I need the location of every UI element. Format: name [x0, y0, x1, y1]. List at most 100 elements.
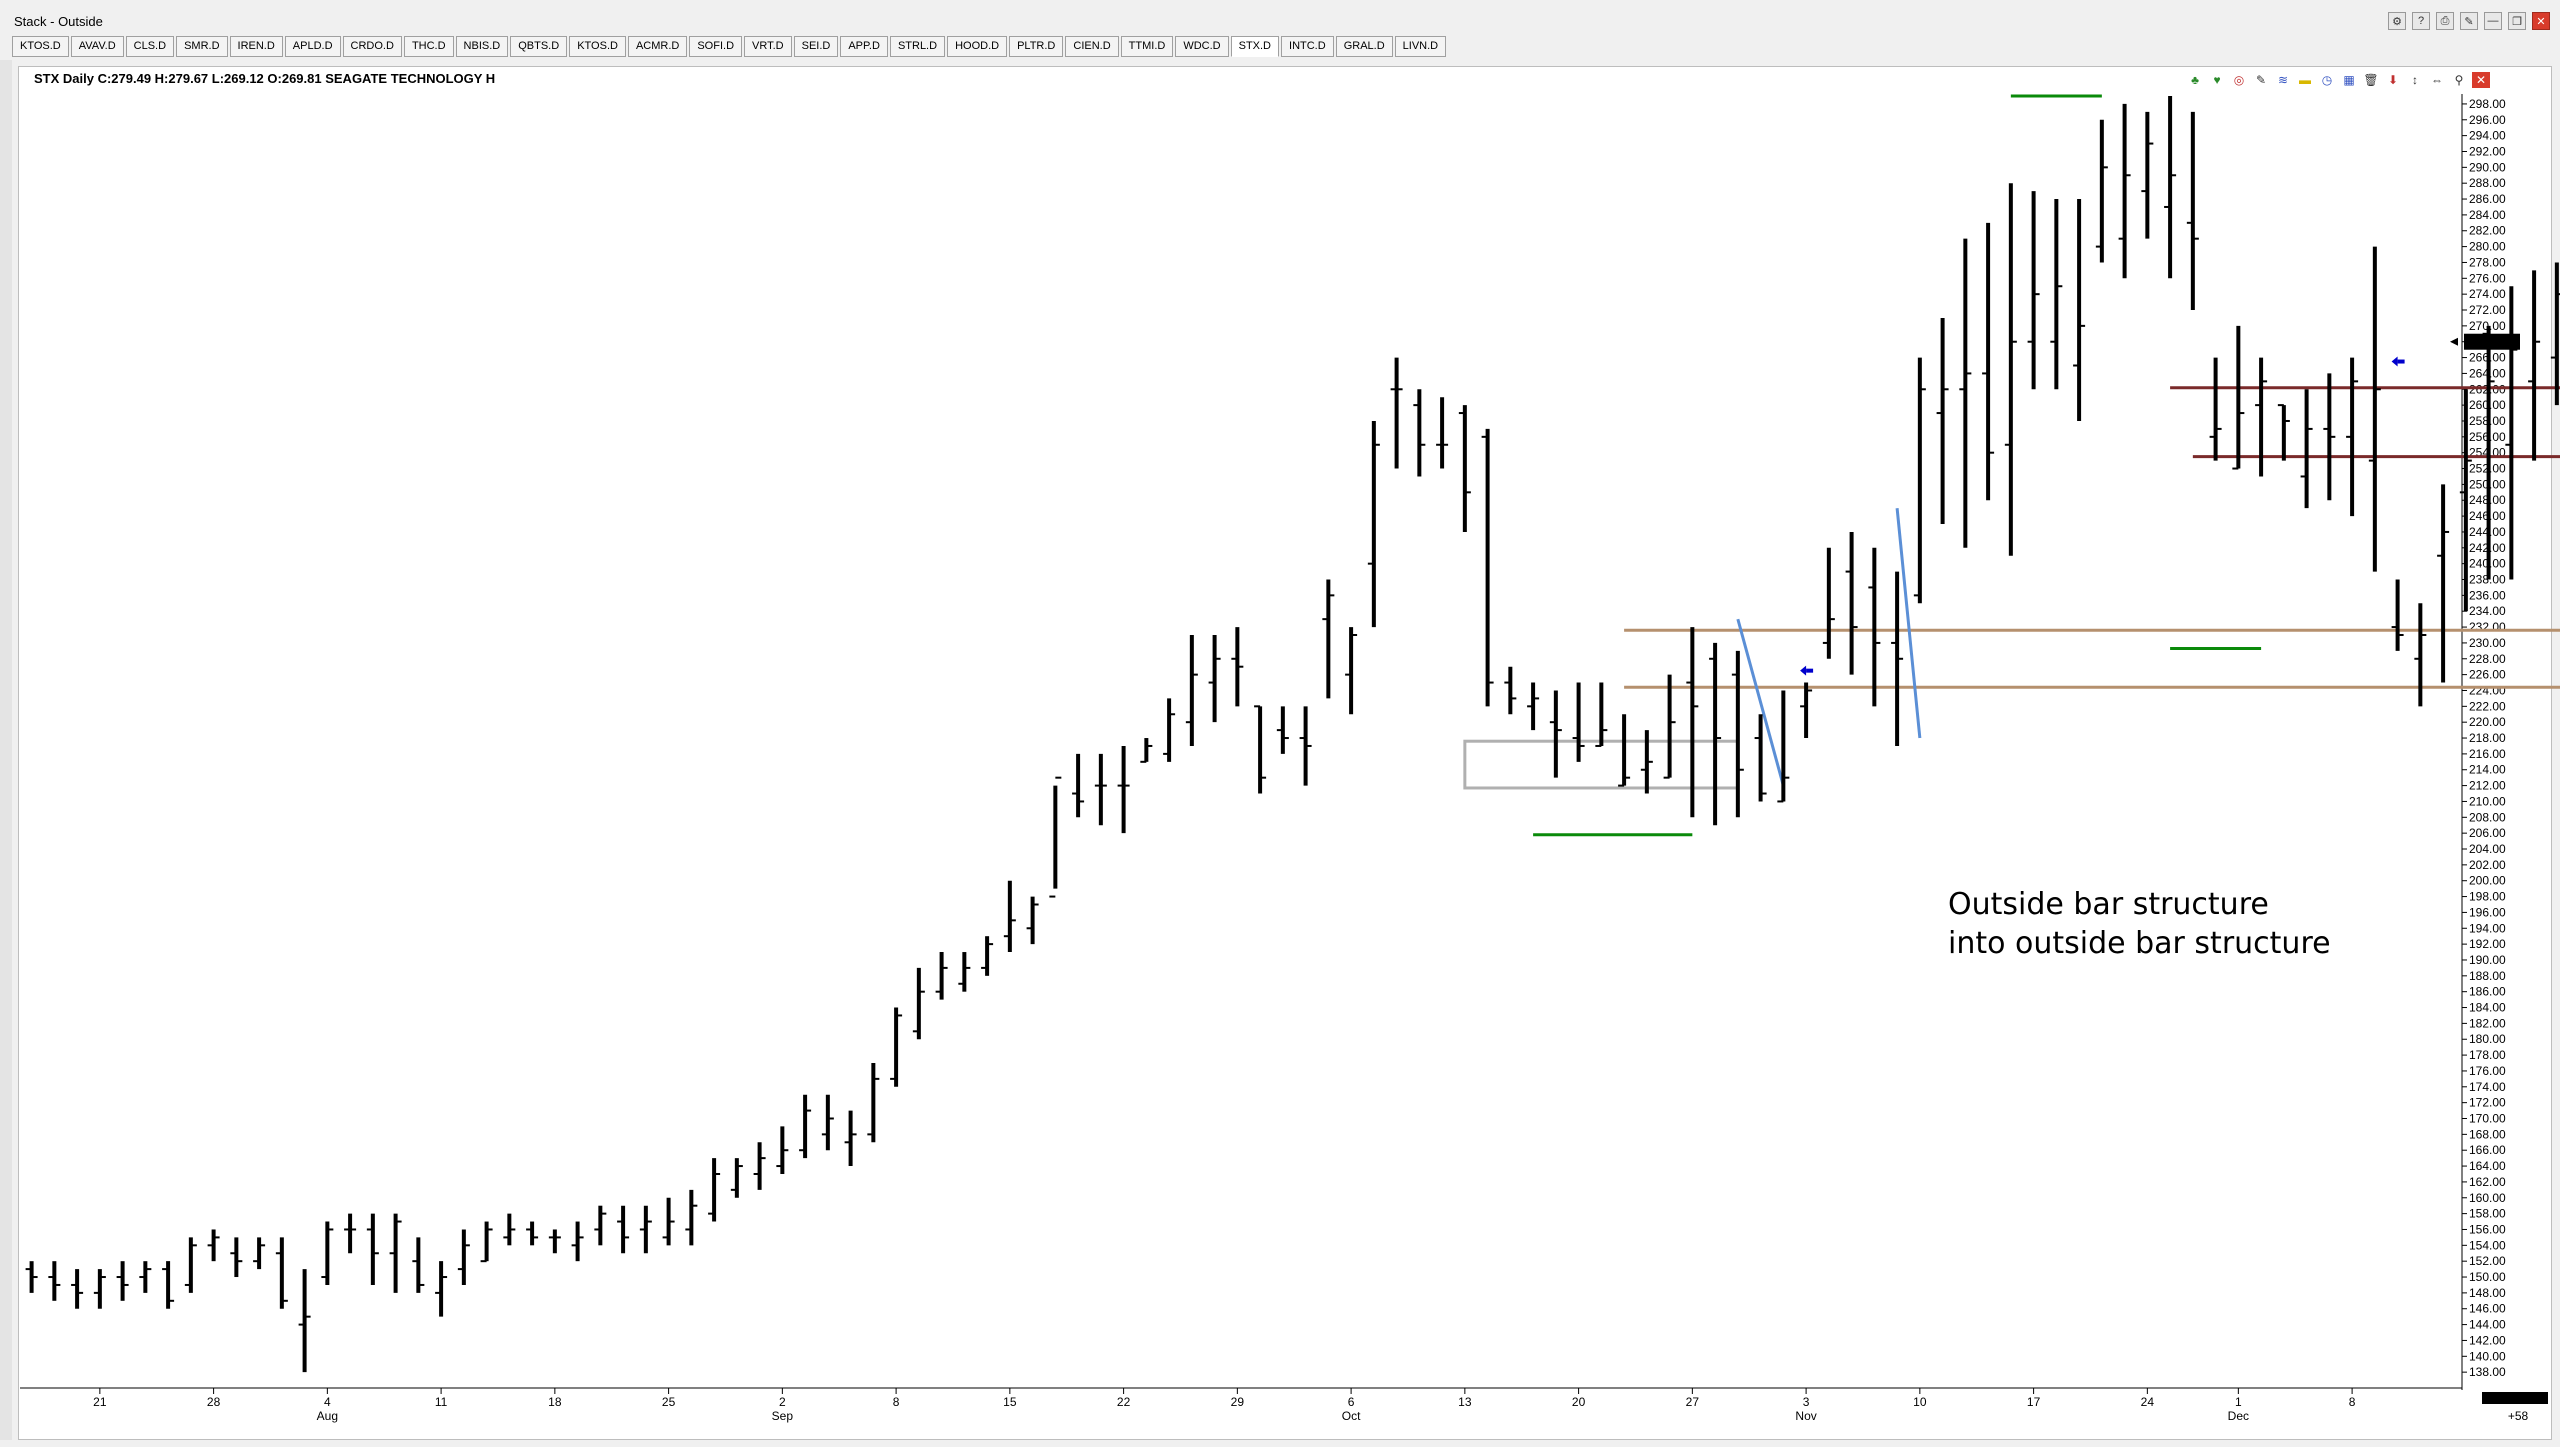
- app-title: Stack - Outside: [14, 14, 103, 29]
- chart-area[interactable]: [18, 66, 2552, 1440]
- y-tick-label: 176.00: [2469, 1064, 2506, 1078]
- x-tick-label: 29: [1231, 1395, 1245, 1409]
- tab-thc-d[interactable]: THC.D: [403, 36, 454, 57]
- bear-icon[interactable]: ♥: [2213, 73, 2221, 87]
- tab-acmr-d[interactable]: ACMR.D: [627, 36, 688, 57]
- range-box: [1463, 739, 1740, 790]
- tab-avav-d[interactable]: AVAV.D: [70, 36, 124, 57]
- y-tick-label: 168.00: [2469, 1127, 2506, 1141]
- tool-icon[interactable]: ✎: [2460, 12, 2478, 30]
- x-tick-label: 1: [2235, 1395, 2242, 1409]
- x-tick-label: 27: [1686, 1395, 1700, 1409]
- marker-arrow-tail: [1806, 668, 1814, 673]
- y-tick-label: 292.00: [2469, 144, 2506, 158]
- y-tick-label: 228.00: [2469, 652, 2506, 666]
- x-tick-label: 2: [779, 1395, 786, 1409]
- tab-livn-d[interactable]: LIVN.D: [1394, 36, 1447, 57]
- cursor-icon[interactable]: ↕: [2412, 73, 2418, 87]
- restore-icon[interactable]: ❐: [2508, 12, 2526, 30]
- tab-gral-d[interactable]: GRAL.D: [1335, 36, 1393, 57]
- tab-sei-d[interactable]: SEI.D: [793, 36, 839, 57]
- left-edge: [0, 60, 12, 1440]
- y-tick-label: 210.00: [2469, 794, 2506, 808]
- tab-ktos-d[interactable]: KTOS.D: [569, 36, 626, 57]
- y-tick-label: 160.00: [2469, 1191, 2506, 1205]
- pen-icon[interactable]: ✎: [2255, 73, 2267, 87]
- y-tick-label: 196.00: [2469, 905, 2506, 919]
- print-icon[interactable]: ⎙: [2436, 12, 2454, 30]
- y-tick-label: 148.00: [2469, 1286, 2506, 1300]
- x-tick-label: 6: [1348, 1395, 1355, 1409]
- chart-header: STX Daily C:279.49 H:279.67 L:269.12 O:2…: [34, 71, 496, 86]
- y-tick-label: 152.00: [2469, 1254, 2506, 1268]
- tab-ktos-d[interactable]: KTOS.D: [12, 36, 69, 57]
- x-month-label: Oct: [1342, 1409, 1361, 1423]
- close-chart-icon[interactable]: ✕: [2472, 72, 2490, 88]
- settings-icon[interactable]: ⚙: [2388, 12, 2406, 30]
- y-tick-label: 192.00: [2469, 937, 2506, 951]
- arrow-down-icon[interactable]: ⬇: [2387, 73, 2399, 87]
- tab-stx-d[interactable]: STX.D: [1230, 36, 1280, 57]
- y-tick-label: 286.00: [2469, 192, 2506, 206]
- symbol-tab-bar: KTOS.D AVAV.D CLS.D SMR.D IREN.D APLD.D CRDO.D…: [12, 36, 1448, 58]
- y-tick-label: 140.00: [2469, 1349, 2506, 1363]
- y-tick-label: 290.00: [2469, 160, 2506, 174]
- scale-icon[interactable]: ⇔: [2431, 73, 2443, 87]
- x-tick-label: 22: [1117, 1395, 1131, 1409]
- tab-cls-d[interactable]: CLS.D: [125, 36, 175, 57]
- tab-smr-d[interactable]: SMR.D: [176, 36, 228, 57]
- tab-nbis-d[interactable]: NBIS.D: [455, 36, 509, 57]
- circle-icon[interactable]: ◎: [2233, 73, 2245, 87]
- marker-arrow: [1800, 665, 1807, 676]
- window-controls: ⚙ ? ⎙ ✎ — ❐ ✕: [2388, 12, 2550, 30]
- y-tick-label: 234.00: [2469, 604, 2506, 618]
- tab-vrt-d[interactable]: VRT.D: [744, 36, 792, 57]
- y-tick-label: 142.00: [2469, 1333, 2506, 1347]
- y-tick-label: 220.00: [2469, 715, 2506, 729]
- highlight-icon[interactable]: ▬: [2299, 73, 2311, 87]
- tab-apld-d[interactable]: APLD.D: [284, 36, 341, 57]
- tab-intc-d[interactable]: INTC.D: [1281, 36, 1334, 57]
- title-bar: Stack - Outside ⚙ ? ⎙ ✎ — ❐ ✕: [0, 0, 2560, 38]
- tab-app-d[interactable]: APP.D: [840, 36, 888, 57]
- y-tick-label: 284.00: [2469, 208, 2506, 222]
- tab-qbts-d[interactable]: QBTS.D: [510, 36, 568, 57]
- x-tick-label: 17: [2027, 1395, 2041, 1409]
- y-tick-label: 200.00: [2469, 874, 2506, 888]
- tab-pltr-d[interactable]: PLTR.D: [1009, 36, 1064, 57]
- lock-icon[interactable]: ⚲: [2454, 73, 2464, 87]
- y-tick-label: 288.00: [2469, 176, 2506, 190]
- y-tick-label: 294.00: [2469, 129, 2506, 143]
- fib-icon[interactable]: ≋: [2277, 73, 2289, 87]
- tab-crdo-d[interactable]: CRDO.D: [342, 36, 402, 57]
- tab-hood-d[interactable]: HOOD.D: [947, 36, 1008, 57]
- tab-wdc-d[interactable]: WDC.D: [1175, 36, 1229, 57]
- grid-icon[interactable]: ▦: [2343, 73, 2355, 87]
- y-tick-label: 170.00: [2469, 1112, 2506, 1126]
- tab-strl-d[interactable]: STRL.D: [889, 36, 946, 57]
- y-tick-label: 274.00: [2469, 287, 2506, 301]
- help-icon[interactable]: ?: [2412, 12, 2430, 30]
- tab-ttmi-d[interactable]: TTMI.D: [1120, 36, 1174, 57]
- x-tick-label: 20: [1572, 1395, 1586, 1409]
- y-tick-label: 180.00: [2469, 1032, 2506, 1046]
- y-tick-label: 222.00: [2469, 699, 2506, 713]
- x-month-label: Aug: [317, 1409, 338, 1423]
- x-tick-label: 8: [893, 1395, 900, 1409]
- minimize-icon[interactable]: —: [2484, 12, 2502, 30]
- bull-icon[interactable]: ♣: [2191, 73, 2199, 87]
- tab-cien-d[interactable]: CIEN.D: [1065, 36, 1119, 57]
- x-tick-label: 24: [2141, 1395, 2155, 1409]
- close-icon[interactable]: ✕: [2532, 12, 2550, 30]
- trend-line: [1895, 508, 1922, 739]
- tab-iren-d[interactable]: IREN.D: [229, 36, 283, 57]
- last-price-label: 279.49: [2468, 336, 2505, 350]
- cycle-icon[interactable]: ◷: [2321, 73, 2333, 87]
- zoom-bar: [2482, 1392, 2548, 1404]
- chart-toolbar: ♣ ♥ ◎ ✎ ≋ ▬ ◷ ▦ 🗑 ⬇ ↕ ⇔ ⚲ ✕: [2186, 72, 2490, 88]
- y-tick-label: 162.00: [2469, 1175, 2506, 1189]
- y-tick-label: 218.00: [2469, 731, 2506, 745]
- y-tick-label: 184.00: [2469, 1001, 2506, 1015]
- tab-sofi-d[interactable]: SOFI.D: [689, 36, 743, 57]
- trash-icon[interactable]: 🗑: [2363, 73, 2379, 87]
